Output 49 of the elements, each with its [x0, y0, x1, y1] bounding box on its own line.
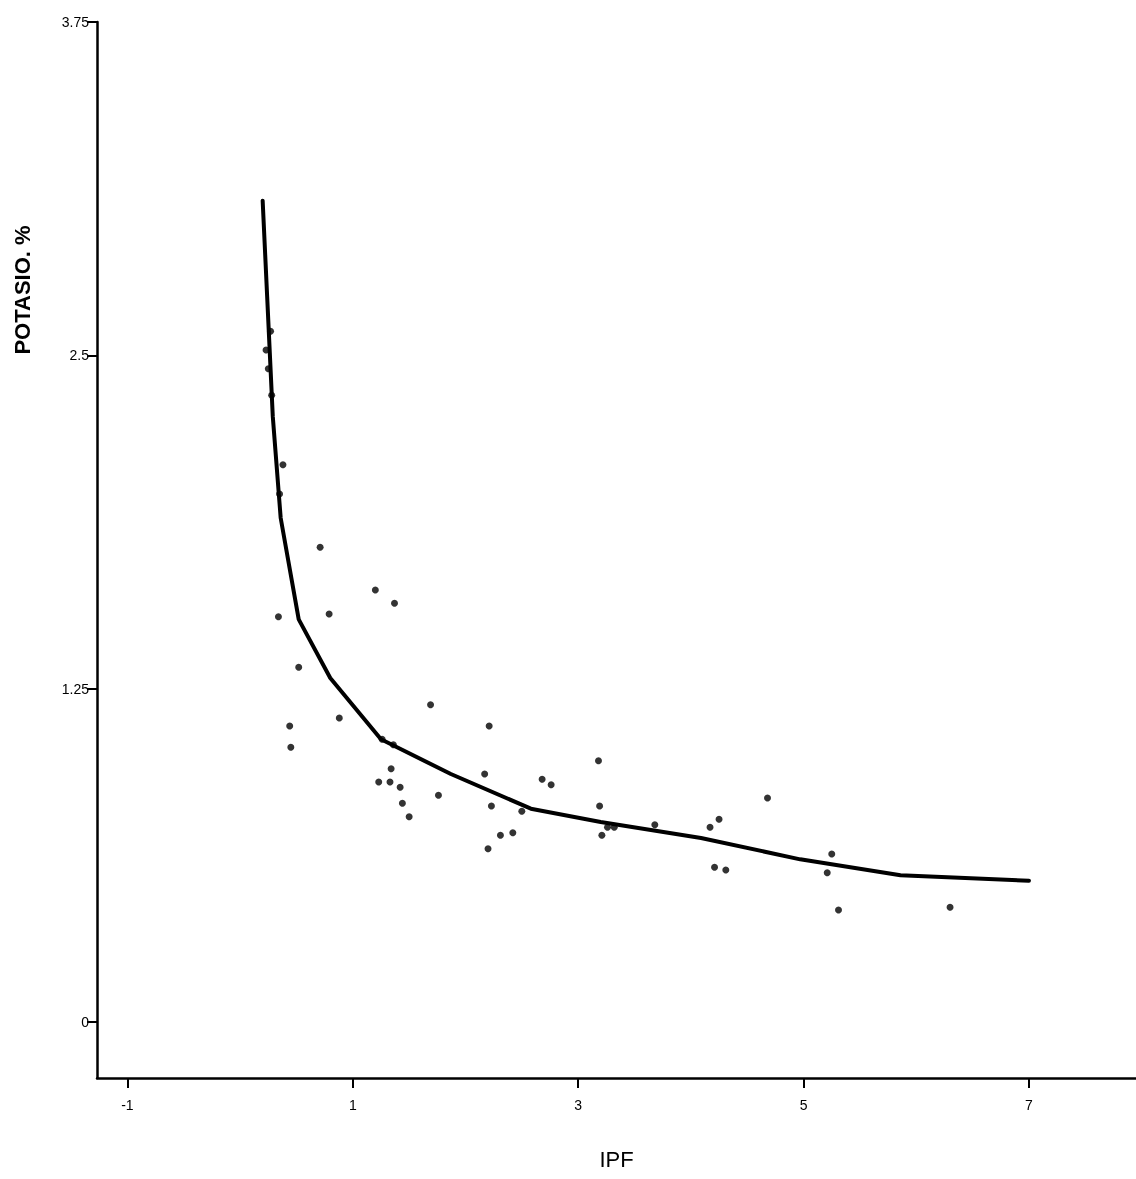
- point: [391, 599, 398, 607]
- x-tick-label: 7: [1025, 1097, 1034, 1113]
- y-tick-label: 3.75: [61, 14, 90, 30]
- point: [286, 722, 294, 730]
- point: [484, 845, 492, 853]
- point: [427, 701, 435, 709]
- point: [335, 714, 343, 722]
- point: [603, 823, 611, 831]
- point: [398, 799, 406, 807]
- point: [547, 781, 555, 789]
- point: [594, 757, 602, 765]
- point: [316, 543, 324, 551]
- point: [722, 866, 730, 874]
- point: [295, 663, 303, 671]
- point: [371, 586, 379, 594]
- point: [651, 821, 659, 829]
- y-tick-label: 1.25: [61, 680, 90, 697]
- point: [538, 775, 546, 783]
- point: [496, 831, 504, 839]
- x-tick-label: 5: [799, 1097, 808, 1113]
- point: [387, 765, 395, 773]
- point: [274, 613, 282, 621]
- point: [396, 783, 404, 791]
- point: [518, 807, 526, 815]
- x-axis-title: IPF: [599, 1146, 634, 1172]
- point: [405, 813, 413, 821]
- point: [828, 850, 836, 858]
- x-tick-label: 3: [574, 1097, 583, 1113]
- point: [823, 869, 831, 877]
- point: [287, 743, 295, 751]
- point: [279, 461, 287, 469]
- point: [487, 802, 495, 810]
- point: [706, 823, 714, 831]
- point: [946, 903, 954, 911]
- point: [715, 815, 723, 823]
- point: [764, 794, 771, 802]
- y-axis-title: POTASIO. %: [9, 225, 35, 355]
- point: [596, 802, 604, 810]
- point: [434, 791, 442, 799]
- point: [509, 829, 517, 837]
- point: [375, 778, 383, 786]
- line-series: [260, 198, 1031, 883]
- point: [711, 863, 719, 871]
- point: [598, 831, 606, 839]
- y-tick-label: 2.5: [69, 347, 90, 364]
- x-tick-label: -1: [121, 1097, 134, 1113]
- point: [481, 770, 489, 778]
- point: [835, 906, 842, 914]
- x-tick-label: 1: [348, 1097, 357, 1113]
